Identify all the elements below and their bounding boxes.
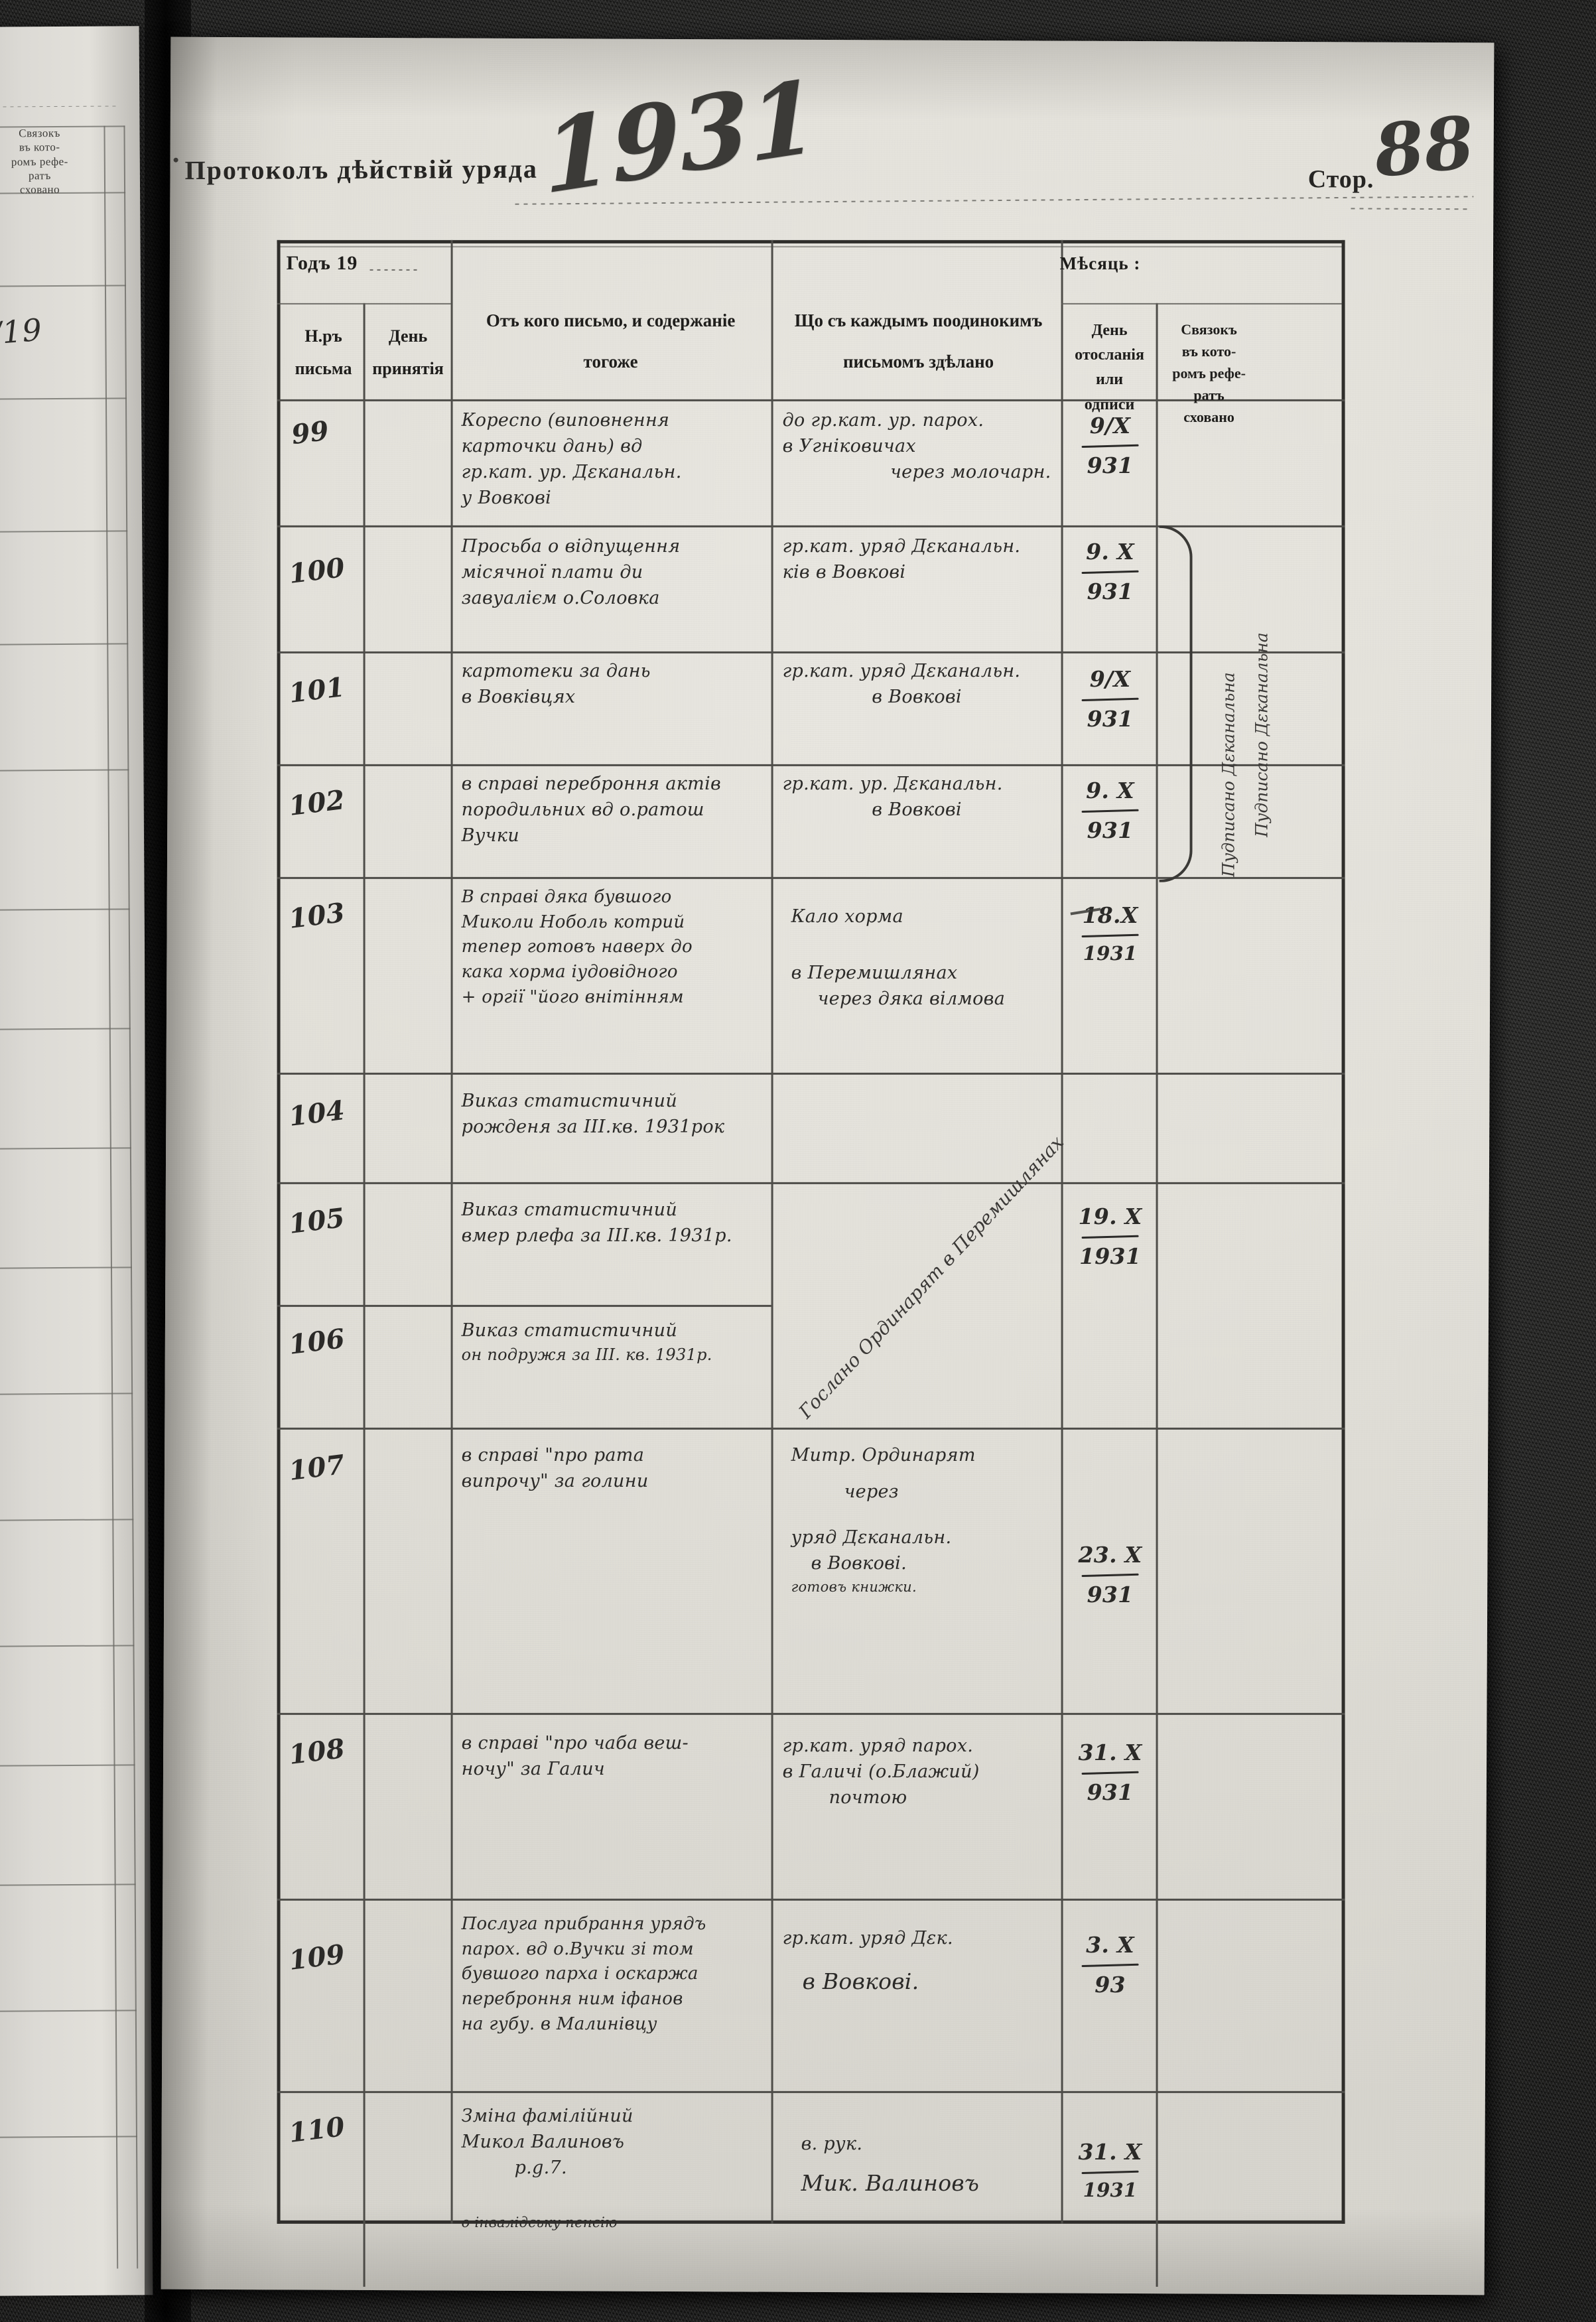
row-number: 107 <box>287 1448 347 1487</box>
row-done-text: до гр.кат. ур. парох. в Угніковичах чере… <box>782 409 1051 483</box>
date-fraction-bar <box>1081 933 1139 937</box>
row-rule-109-110 <box>277 2090 1345 2093</box>
row-rule-107-108 <box>277 1712 1345 1715</box>
page-number-dotted-rule <box>1351 208 1471 210</box>
row-number: 110 <box>287 2110 347 2149</box>
column-header-sent: День отосланія или одписи <box>1075 321 1144 413</box>
divider-sent-bundle <box>1156 303 1158 2287</box>
row-sent-date: 19. X 1931 <box>1078 1203 1142 1269</box>
row-number: 100 <box>287 551 347 590</box>
row-number: 105 <box>287 1201 347 1240</box>
page-number-value: 88 <box>1370 100 1478 194</box>
date-fraction-bar <box>1081 2170 1139 2174</box>
divider-nr-day <box>363 303 366 2287</box>
date-fraction-bar <box>1081 1573 1139 1577</box>
date-fraction-bar <box>1081 570 1139 574</box>
row-from-text: Виказ статистичний вмер рлефа за III.кв.… <box>461 1199 732 1247</box>
page-header: Протоколъ дѣйствій уряда 1931 Стор. 88 <box>170 37 1494 242</box>
row-rule-106-107 <box>277 1427 1345 1430</box>
row-rule-104-105 <box>277 1182 1345 1184</box>
table-border-right <box>1341 239 1345 2224</box>
date-fraction-bar <box>1081 697 1139 701</box>
row-done-text: Митр. Ординарят через уряд Дεканальн. в … <box>791 1444 976 1595</box>
row-number: 99 <box>289 415 331 451</box>
row-sent-date: 9/X 931 <box>1068 410 1153 482</box>
page-title: Протоколъ дѣйствій уряда <box>184 153 538 186</box>
row-from-text: Зміна фамілійний Микол Валиновъ р.g.7. о… <box>461 2105 633 2231</box>
row-from-text: в справі переброння актів породильних вд… <box>461 773 722 847</box>
date-fraction-bar <box>1081 809 1139 813</box>
row-rule-108-109 <box>277 1898 1345 1901</box>
row-done-text: Кало хорма в Перемишлянах через дяка віл… <box>791 906 1006 1010</box>
table-border-top-inner <box>277 245 1345 247</box>
row-sent-date: 3. X 93 <box>1068 1929 1153 2001</box>
row-sent-date: 9. X 931 <box>1068 536 1153 608</box>
verso-page: Связокъ въ кото- ромъ рефе- ратъ сховано… <box>0 26 153 2296</box>
row-from-text: Виказ статистичний рожденя за III.кв. 19… <box>461 1090 725 1138</box>
date-fraction-bar <box>1081 444 1139 448</box>
row-from-text: в справі "про рата випрочу" за голини <box>461 1444 649 1492</box>
row-number: 103 <box>287 896 347 935</box>
date-fraction-bar <box>1081 1235 1139 1239</box>
row-from-text: в справі "про чаба веш- ночу" за Галич <box>461 1732 689 1780</box>
row-rule-102-103 <box>277 876 1345 879</box>
header-rule-left <box>277 303 451 305</box>
header-year-handwritten: 1931 <box>540 57 821 218</box>
row-number: 102 <box>287 784 347 822</box>
row-sent-date: 31. X 1931 <box>1078 2138 1142 2201</box>
row-from-text: Послуга прибрання урядъ парох. вд о.Вучк… <box>461 1913 706 2034</box>
ledger-table: Годъ 19 Мѣсяць : Н.ръ письма День принят… <box>277 239 1345 2287</box>
row-done-text: гр.кат. уряд Дεк. в Вовкові. <box>782 1927 953 1995</box>
column-header-day: День принятія <box>372 326 444 379</box>
row-from-text: В справі дяка бувшого Миколи Ноболь котр… <box>461 886 693 1007</box>
row-done-text: гр.кат. уряд Дεканальн. ків в Вовкові <box>782 535 1021 583</box>
row-number: 108 <box>287 1732 347 1771</box>
column-header-bundle: Связокъ въ кото- ромъ рефе- ратъ сховано <box>1172 320 1246 425</box>
row-from-text: картотеки за дань в Вовківцях <box>461 660 651 708</box>
divider-day-from <box>450 239 453 2224</box>
row-from-text: Виказ статистичний он подружя за III. кв… <box>461 1320 712 1365</box>
table-border-top <box>277 239 1345 243</box>
ledger-page: Протоколъ дѣйствій уряда 1931 Стор. 88 Г… <box>161 36 1495 2295</box>
row-done-text: гр.кат. уряд парох. в Галичі (о.Блажий) … <box>782 1735 980 1809</box>
row-rule-99-100 <box>277 525 1345 527</box>
row-rule-103-104 <box>277 1072 1345 1075</box>
row-number: 109 <box>287 1938 347 1976</box>
row-done-text: гр.кат. уряд Дεканальн. в Вовкові <box>782 660 1021 708</box>
bundle-note-upper: Пудпиcано Дεканальна <box>1252 632 1272 837</box>
row-done-text: гр.кат. ур. Дεканальн. в Вовкові <box>782 773 1003 821</box>
column-header-nr: Н.ръ письма <box>295 326 352 379</box>
row-from-text: Кореспо (виповнення карточки дань) вд гр… <box>461 409 682 509</box>
table-border-bottom <box>277 2220 1345 2224</box>
verso-column-header: Связокъ въ кото- ромъ рефе- ратъ сховано <box>11 126 68 196</box>
row-from-text: Просьба о відпущення місячної плати ди з… <box>461 535 681 609</box>
margin-brace <box>1159 525 1193 882</box>
diagonal-margin-note: Гослано Ординарят в Перемишлянах <box>794 1131 1068 1423</box>
header-month-label: Мѣсяць : <box>1059 253 1141 273</box>
table-border-left <box>277 239 281 2224</box>
bundle-note-lower: Пудпиcано Дεканальна <box>1219 672 1238 877</box>
header-year-dots <box>369 269 421 271</box>
row-sent-date: 18.X 1931 <box>1081 902 1139 965</box>
date-fraction-bar <box>1081 1771 1139 1775</box>
row-number: 106 <box>287 1322 347 1361</box>
row-sent-date: 23. X 931 <box>1078 1541 1142 1607</box>
column-header-done: Що съ каждымъ поодинокимъ письмомъ здѣла… <box>794 310 1043 372</box>
row-sent-date: 9/X 931 <box>1068 663 1153 735</box>
row-number: 101 <box>287 671 347 709</box>
row-rule-105-106 <box>277 1304 771 1307</box>
header-bullet-icon <box>173 157 178 163</box>
header-year-label: Годъ 19 <box>286 251 358 274</box>
date-fraction-bar <box>1081 1963 1139 1967</box>
divider-done-sent <box>1061 239 1063 2224</box>
page-number-label: Стор. <box>1307 165 1374 194</box>
row-sent-date: 9. X 931 <box>1068 775 1153 847</box>
row-done-text: в. рук. Мик. Валиновъ <box>801 2133 980 2197</box>
row-number: 104 <box>287 1094 347 1132</box>
row-sent-date: 31. X 931 <box>1078 1739 1142 1805</box>
column-header-from: Отъ кого письмо, и содержаніе тогоже <box>486 310 736 372</box>
header-rule-right <box>1061 303 1342 305</box>
